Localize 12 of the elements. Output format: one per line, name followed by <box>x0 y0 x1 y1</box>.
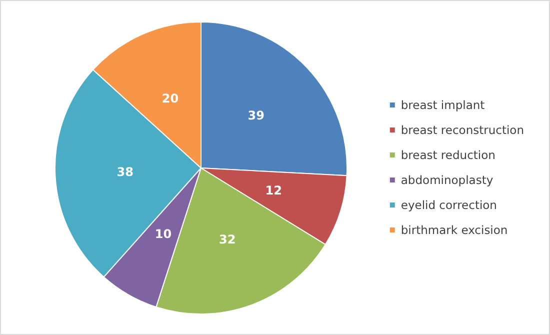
legend-label: breast reconstruction <box>400 123 524 137</box>
data-label: 12 <box>265 184 282 198</box>
data-label: 20 <box>162 91 179 106</box>
data-label: 38 <box>116 164 134 179</box>
legend-label: birthmark excision <box>400 223 508 237</box>
legend-label: eyelid correction <box>400 198 497 212</box>
legend-label: breast implant <box>400 98 486 112</box>
data-label: 32 <box>218 232 236 246</box>
legend-label: breast reduction <box>400 148 496 162</box>
data-label: 39 <box>248 108 264 123</box>
data-label: 10 <box>154 226 172 241</box>
legend-label: abdominoplasty <box>400 173 494 187</box>
